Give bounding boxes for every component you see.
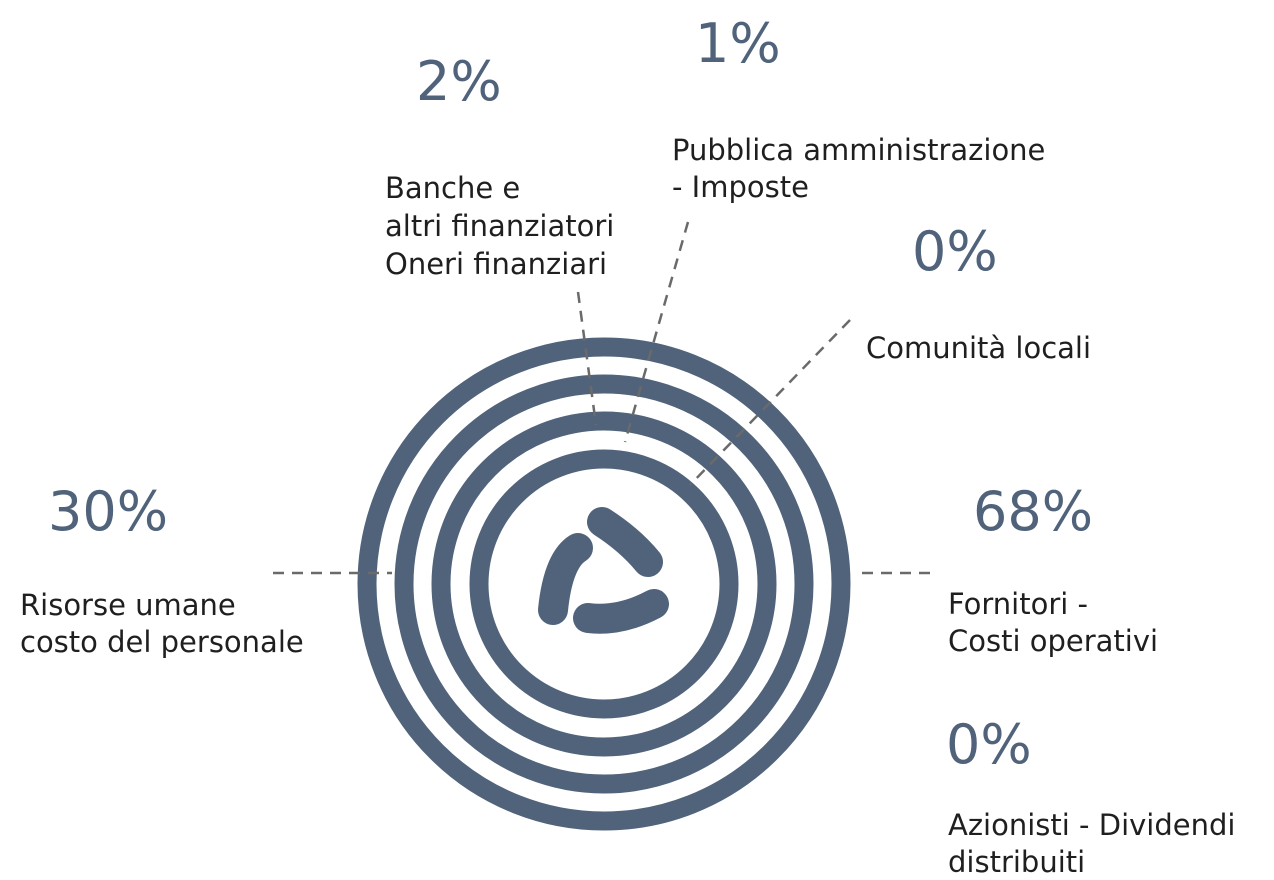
icon-blob bbox=[587, 507, 663, 577]
rings bbox=[357, 337, 851, 831]
item-label: - Imposte bbox=[672, 170, 809, 204]
item-label: Azionisti - Dividendi bbox=[948, 808, 1235, 842]
icon-blob bbox=[538, 533, 593, 625]
item-label: distribuiti bbox=[948, 845, 1085, 879]
leader-lines bbox=[273, 221, 930, 575]
percentage: 2% bbox=[416, 50, 502, 113]
item-label: Banche e bbox=[385, 171, 520, 205]
ring bbox=[431, 411, 777, 757]
icon-blob bbox=[573, 589, 669, 634]
center-icon bbox=[538, 507, 669, 634]
item-label: altri finanziatori bbox=[385, 209, 614, 243]
item-label: Risorse umane bbox=[20, 588, 236, 622]
percentage: 68% bbox=[973, 480, 1093, 543]
item-label: Costi operativi bbox=[948, 624, 1158, 658]
percentage: 30% bbox=[48, 480, 168, 543]
item-label: Oneri finanziari bbox=[385, 247, 607, 281]
percentage: 1% bbox=[695, 12, 781, 75]
item-label: Comunità locali bbox=[866, 331, 1091, 365]
ring bbox=[357, 337, 851, 831]
leader-line bbox=[689, 319, 851, 486]
item-label: Fornitori - bbox=[948, 587, 1088, 621]
percentage: 0% bbox=[912, 220, 998, 283]
percentage: 0% bbox=[946, 713, 1032, 776]
leader-line bbox=[623, 221, 690, 443]
ring bbox=[394, 374, 814, 794]
item-label: Pubblica amministrazione bbox=[672, 133, 1045, 167]
item-label: costo del personale bbox=[20, 625, 304, 659]
leader-line bbox=[576, 291, 598, 426]
labels: 2% Banche e altri finanziatori Oneri finanz… bbox=[20, 12, 1235, 879]
ring bbox=[469, 449, 739, 719]
